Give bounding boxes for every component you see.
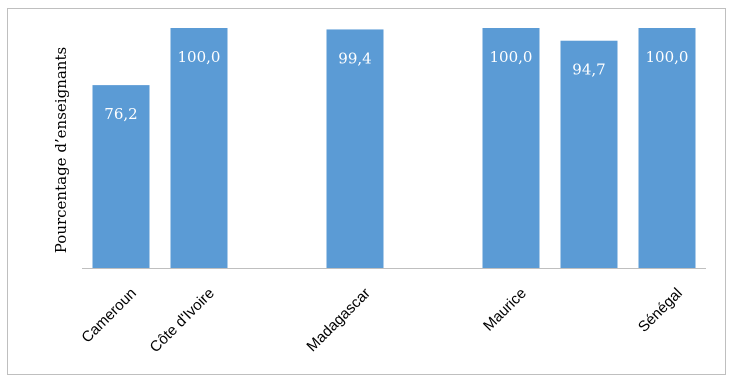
bar-1 [170, 28, 228, 268]
bar-6 [560, 40, 618, 268]
category-label-3: Madagascar [303, 285, 373, 355]
value-label-0: 76,2 [104, 105, 137, 123]
category-label-1: Côte d'Ivoire [147, 285, 218, 356]
value-label-3: 99,4 [338, 49, 371, 67]
category-labels-group: Cameroun Côte d'Ivoire Madagascar Maurice Sé… [78, 285, 686, 356]
category-label-0: Cameroun [78, 285, 140, 347]
value-label-5: 100,0 [490, 48, 533, 66]
value-labels-group: 76,2 100,0 99,4 100,0 94,7 100,0 [104, 48, 688, 123]
bar-7 [638, 28, 696, 268]
value-label-7: 100,0 [646, 48, 689, 66]
bar-5 [482, 28, 540, 268]
bar-0 [92, 85, 150, 269]
category-label-7: Sénégal [635, 285, 686, 336]
y-axis-label: Pourcentage d’enseignants [52, 47, 70, 253]
bar-3 [326, 29, 384, 268]
value-label-1: 100,0 [178, 48, 221, 66]
category-label-5: Maurice [480, 285, 530, 335]
value-label-6: 94,7 [572, 61, 605, 79]
bars-group [92, 28, 696, 269]
